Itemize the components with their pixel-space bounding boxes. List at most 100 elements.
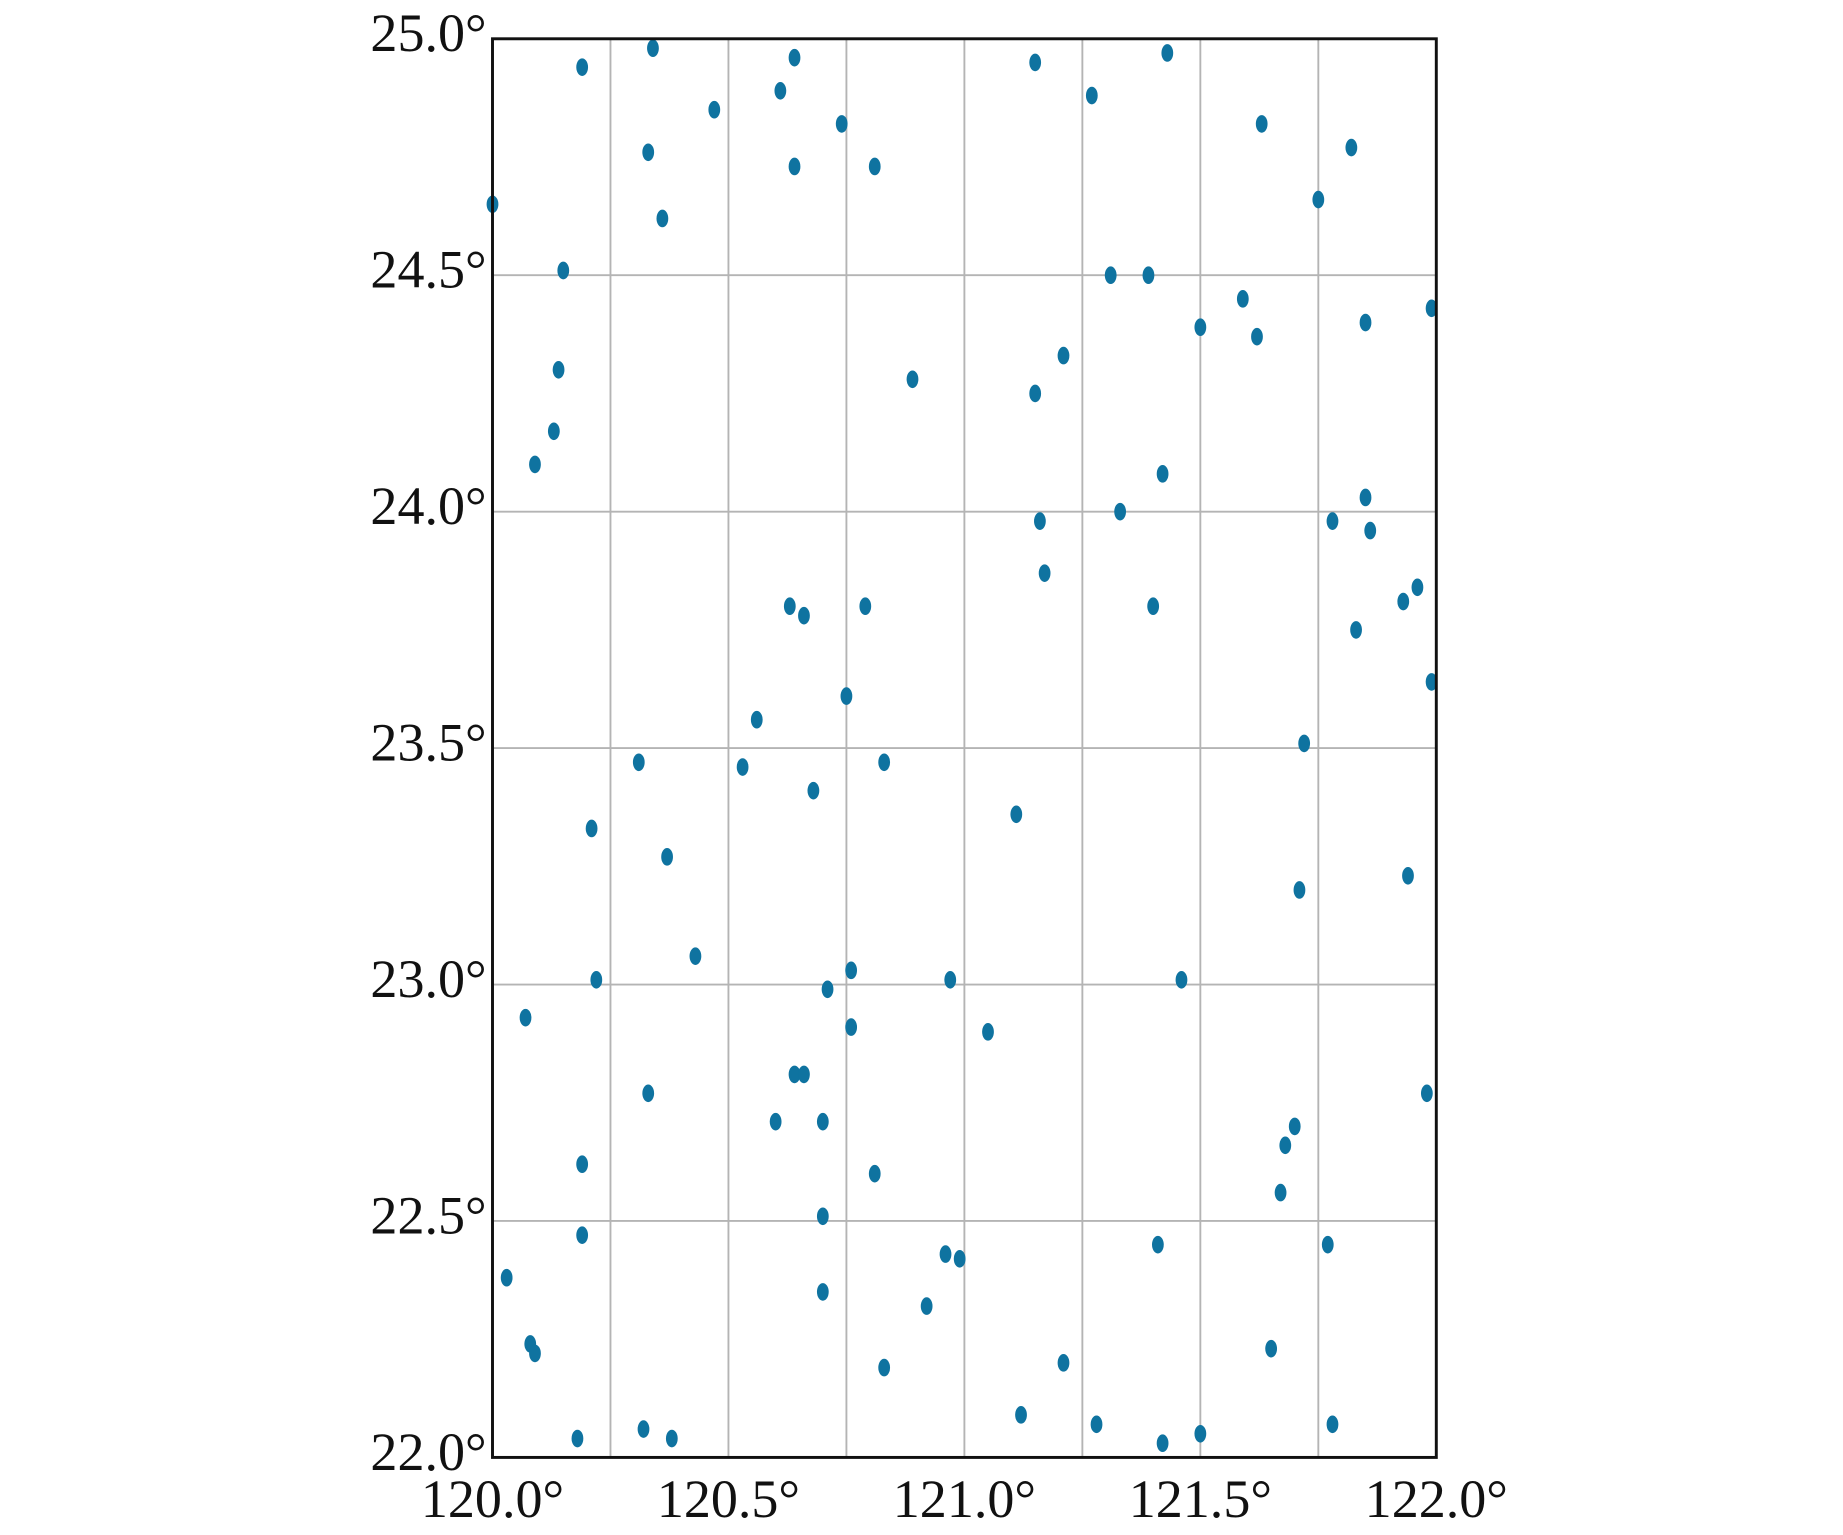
point (1326, 1415, 1339, 1434)
point (816, 1112, 829, 1131)
point (788, 157, 801, 176)
point (750, 710, 763, 729)
point (1397, 592, 1410, 611)
point (1236, 290, 1249, 308)
point (1194, 1424, 1207, 1443)
point (920, 1297, 933, 1315)
point (519, 1008, 532, 1027)
y-tick-label: 23.0° (370, 949, 486, 1009)
point (529, 1344, 541, 1363)
y-tick-label: 24.5° (370, 240, 486, 300)
point (547, 422, 560, 441)
point (1038, 564, 1051, 582)
point (1420, 1084, 1433, 1103)
point (689, 947, 702, 965)
point (529, 455, 541, 474)
point (1090, 1415, 1103, 1434)
point (1345, 138, 1358, 157)
point (661, 848, 673, 866)
y-tick-label: 22.5° (370, 1185, 486, 1245)
point (585, 819, 598, 838)
point (788, 48, 801, 67)
point (1279, 1136, 1292, 1155)
point (982, 1023, 994, 1041)
point (1350, 621, 1362, 639)
point (953, 1250, 966, 1268)
y-tick-label: 25.0° (370, 3, 486, 63)
point (1156, 1434, 1169, 1453)
point (576, 1155, 589, 1174)
point (939, 1245, 952, 1263)
point (1085, 86, 1098, 105)
point (774, 81, 787, 100)
point (1147, 597, 1160, 616)
point (1288, 1117, 1301, 1136)
point (1114, 502, 1127, 521)
point (1359, 313, 1372, 332)
point (845, 961, 858, 980)
point (1251, 327, 1263, 346)
point (868, 1164, 881, 1183)
x-tick-label: 122.0° (1365, 1469, 1508, 1529)
point (1425, 673, 1438, 691)
point (1010, 805, 1023, 824)
point (1364, 521, 1377, 540)
point (642, 1084, 655, 1103)
point (1104, 266, 1117, 285)
point (840, 687, 853, 705)
point (1298, 734, 1311, 753)
y-tick-label: 23.5° (370, 713, 486, 773)
point (590, 971, 603, 989)
point (1326, 512, 1339, 530)
point (1411, 578, 1424, 597)
point (1015, 1406, 1027, 1424)
point (557, 261, 570, 280)
point (1152, 1235, 1164, 1254)
x-tick-label: 121.0° (893, 1469, 1036, 1529)
point (769, 1112, 782, 1131)
point (878, 1358, 891, 1377)
point (816, 1283, 829, 1301)
point (1029, 384, 1042, 403)
point (656, 209, 669, 228)
point (798, 606, 810, 625)
x-tick-label: 121.5° (1129, 1469, 1272, 1529)
point (859, 597, 872, 616)
point (944, 971, 957, 989)
point (906, 370, 919, 389)
point (637, 1420, 650, 1438)
point (571, 1429, 584, 1448)
point (1156, 465, 1169, 483)
point (708, 100, 721, 119)
point (552, 360, 565, 379)
point (665, 1429, 678, 1448)
point (500, 1268, 513, 1287)
point (845, 1018, 858, 1036)
plot-frame (491, 37, 1438, 1459)
point (878, 753, 891, 772)
point (1293, 881, 1306, 899)
point (642, 143, 655, 162)
point (1175, 971, 1188, 989)
point (1034, 512, 1046, 530)
point (1057, 1354, 1070, 1372)
point (835, 115, 848, 133)
point (783, 597, 796, 616)
point (1265, 1339, 1278, 1358)
point (1029, 53, 1042, 72)
point (1194, 318, 1207, 337)
point (798, 1065, 810, 1084)
y-tick-label: 24.0° (370, 476, 486, 536)
point (1274, 1183, 1287, 1202)
point (868, 157, 881, 176)
x-tick-label: 120.0° (421, 1469, 564, 1529)
y-tick-label: 22.0° (370, 1422, 486, 1482)
point (821, 980, 834, 999)
point (1321, 1235, 1334, 1254)
point (576, 58, 589, 76)
point (576, 1226, 589, 1244)
point (1161, 44, 1174, 62)
point (736, 758, 749, 776)
